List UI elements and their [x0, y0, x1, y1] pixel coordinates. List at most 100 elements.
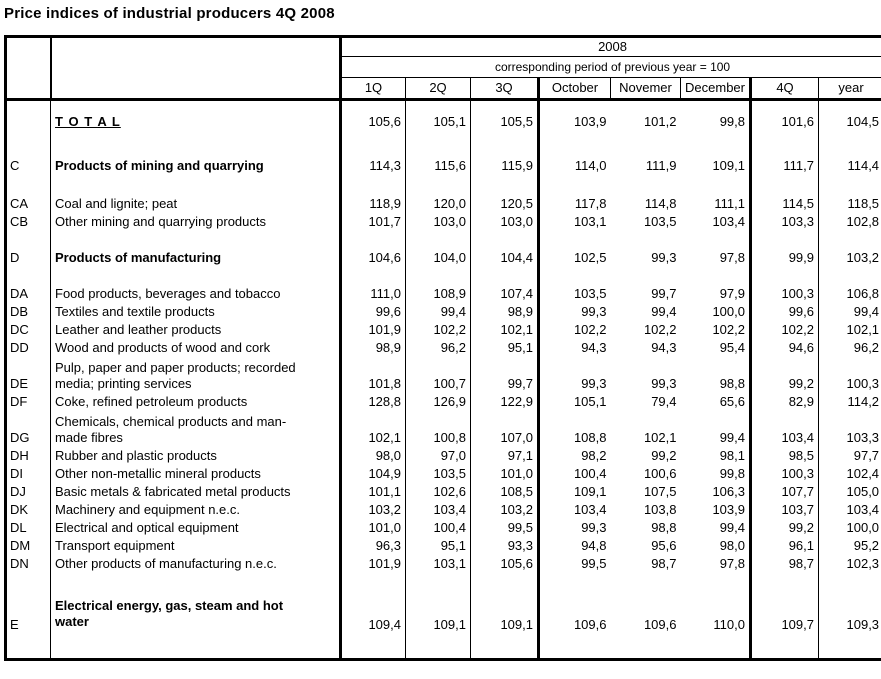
value-cell — [537, 573, 611, 594]
value-cell: 102,1 — [817, 321, 881, 340]
value-cell: 111,0 — [339, 285, 406, 304]
value-cell: 102,6 — [405, 483, 471, 502]
value-cell: 103,2 — [817, 249, 881, 268]
table-row: DM Transport equipment 96,3 95,1 93,3 94,8 95,… — [4, 537, 881, 556]
page-title: Price indices of industrial producers 4Q… — [4, 5, 335, 22]
value-cell — [749, 267, 819, 286]
table-row: DN Other products of manufacturing n.e.c.… — [4, 555, 881, 574]
name-cell: Food products, beverages and tobacco — [50, 285, 341, 304]
value-cell: 96,2 — [817, 339, 881, 358]
value-cell: 82,9 — [749, 393, 819, 412]
code-cell: DG — [4, 411, 51, 448]
value-cell: 94,3 — [537, 339, 611, 358]
value-cell — [611, 100, 681, 114]
value-cell — [681, 132, 751, 158]
name-cell: Products of mining and quarrying — [50, 157, 341, 176]
code-cell: DD — [4, 339, 51, 358]
value-cell: 99,3 — [537, 303, 611, 322]
value-cell: 105,1 — [405, 113, 471, 132]
table-row: DB Textiles and textile products 99,6 99,4 9… — [4, 303, 881, 322]
spacer-row — [4, 231, 881, 250]
name-cell: Electrical and optical equipment — [50, 519, 341, 538]
value-cell: 99,4 — [719, 519, 745, 535]
value-cell: 102,1 — [470, 321, 539, 340]
value-cell: 111,7 — [749, 157, 819, 176]
value-cell: 99,2 — [749, 519, 819, 538]
value-cell: 114,5 — [749, 195, 819, 214]
value-cell: 102,4 — [817, 465, 881, 484]
value-cell: 128,8 — [339, 393, 406, 412]
value-cell — [749, 231, 819, 250]
table-row: DG Chemicals, chemical products and man-m… — [4, 411, 881, 448]
value-cell: 95,1 — [405, 537, 471, 556]
table-row: CA Coal and lignite; peat 118,9 120,0 120,5 1… — [4, 195, 881, 214]
code-cell — [4, 99, 51, 114]
value-cell: 103,3 — [817, 411, 881, 448]
subtitle-row: corresponding period of previous year = … — [6, 56, 881, 78]
value-cell: 103,1 — [405, 555, 471, 574]
value-cell — [681, 574, 751, 594]
value-cell: 95,1 — [470, 339, 539, 358]
value-cell: 99,3 — [651, 249, 677, 265]
value-cell: 97,7 — [817, 447, 881, 466]
value-cell: 102,5 — [537, 249, 611, 268]
value-cell: 105,6 — [339, 113, 406, 132]
value-cell: 94,3 — [651, 339, 677, 355]
name-cell — [50, 573, 341, 594]
value-cell: 102,8 — [817, 213, 881, 232]
value-cell: 109,1 — [470, 593, 539, 661]
value-cell: 117,8 — [537, 195, 611, 214]
table-row: DI Other non-metallic mineral products 104… — [4, 465, 881, 484]
value-cell: 101,2 — [643, 113, 677, 129]
value-cell: 99,9 — [749, 249, 819, 268]
value-cell: 97,0 — [405, 447, 471, 466]
value-cell — [339, 99, 406, 114]
value-cell — [339, 573, 406, 594]
value-cell: 104,6 — [339, 249, 406, 268]
value-cell: 101,8 — [339, 357, 406, 394]
value-cell — [470, 131, 539, 158]
name-cell: Other non-metallic mineral products — [50, 465, 341, 484]
value-cell: 120,0 — [405, 195, 471, 214]
value-cell: 98,2 — [537, 447, 611, 466]
table-row: DC Leather and leather products 101,9 102,2… — [4, 321, 881, 340]
value-cell: 97,8 — [719, 249, 745, 265]
value-cell: 101,0 — [470, 465, 539, 484]
value-cell: 107,0 — [470, 411, 539, 448]
value-cell — [749, 131, 819, 158]
value-cell: 118,9 — [339, 195, 406, 214]
name-cell: Textiles and textile products — [50, 303, 341, 322]
name-cell — [50, 231, 341, 250]
value-cell — [405, 99, 471, 114]
spacer-row — [4, 131, 881, 158]
value-cell: 79,4 — [651, 393, 677, 409]
value-cell: 99,3 — [537, 357, 611, 394]
table-row: DE Pulp, paper and paper products; record… — [4, 357, 881, 394]
value-cell: 98,5 — [749, 447, 819, 466]
name-cell: Chemicals, chemical products and man-mad… — [50, 411, 341, 448]
value-cell — [817, 231, 881, 250]
value-cell — [470, 175, 539, 196]
value-cell: 109,6 — [537, 593, 611, 661]
value-cell: 101,7 — [339, 213, 406, 232]
code-cell — [4, 175, 51, 196]
value-cell: 103,4 — [817, 501, 881, 520]
value-cell: 98,1 — [719, 447, 745, 463]
column-header-november: Novemer — [610, 77, 681, 101]
value-cell: 102,2 — [712, 321, 745, 337]
value-cell: 103,2 — [339, 501, 406, 520]
value-cell: 109,7 — [749, 593, 819, 661]
code-cell — [4, 131, 51, 158]
value-cell — [537, 231, 611, 250]
value-cell: 100,4 — [405, 519, 471, 538]
value-cell: 103,4 — [749, 411, 819, 448]
value-cell: 108,9 — [405, 285, 471, 304]
value-cell: 102,2 — [537, 321, 611, 340]
table-row: D Products of manufacturing 104,6 104,0 104,… — [4, 249, 881, 268]
column-header-row: 1Q 2Q 3Q October Novemer December 4Q yea… — [6, 77, 881, 101]
value-cell — [339, 131, 406, 158]
year-header-row: 2008 — [4, 35, 881, 101]
value-cell — [611, 176, 681, 196]
value-cell: 100,6 — [643, 465, 677, 481]
value-cell: 120,5 — [470, 195, 539, 214]
